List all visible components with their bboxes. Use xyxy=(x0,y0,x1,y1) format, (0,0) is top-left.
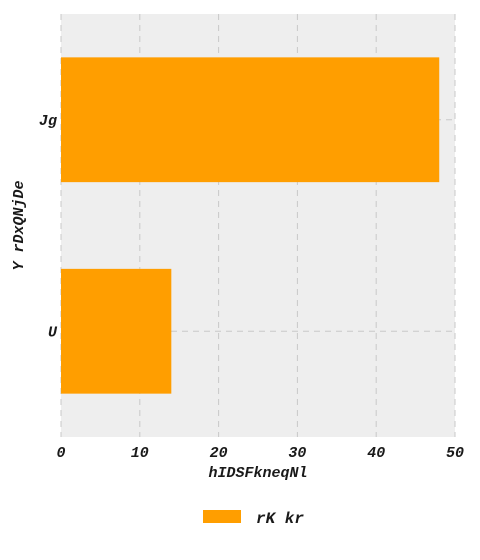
bars xyxy=(61,57,440,394)
x-tick-label: 20 xyxy=(210,445,228,462)
y-axis-label: Y rDxQNjDe xyxy=(11,180,28,270)
x-tick-label: 10 xyxy=(131,445,149,462)
bar xyxy=(61,57,440,183)
legend-swatch xyxy=(203,510,241,523)
legend: rK kr xyxy=(203,510,304,528)
y-tick-label: Jg xyxy=(39,113,57,130)
y-tick-label: U xyxy=(48,324,58,341)
x-tick-labels: 0 10 20 30 40 50 xyxy=(56,445,464,462)
legend-label: rK kr xyxy=(256,510,304,528)
x-tick-label: 30 xyxy=(288,445,306,462)
x-tick-label: 0 xyxy=(56,445,65,462)
x-tick-label: 40 xyxy=(367,445,385,462)
y-tick-labels: U Jg xyxy=(39,113,58,342)
x-tick-label: 50 xyxy=(446,445,464,462)
bar xyxy=(61,268,172,394)
x-axis-label: hIDSFkneqNl xyxy=(208,465,307,482)
